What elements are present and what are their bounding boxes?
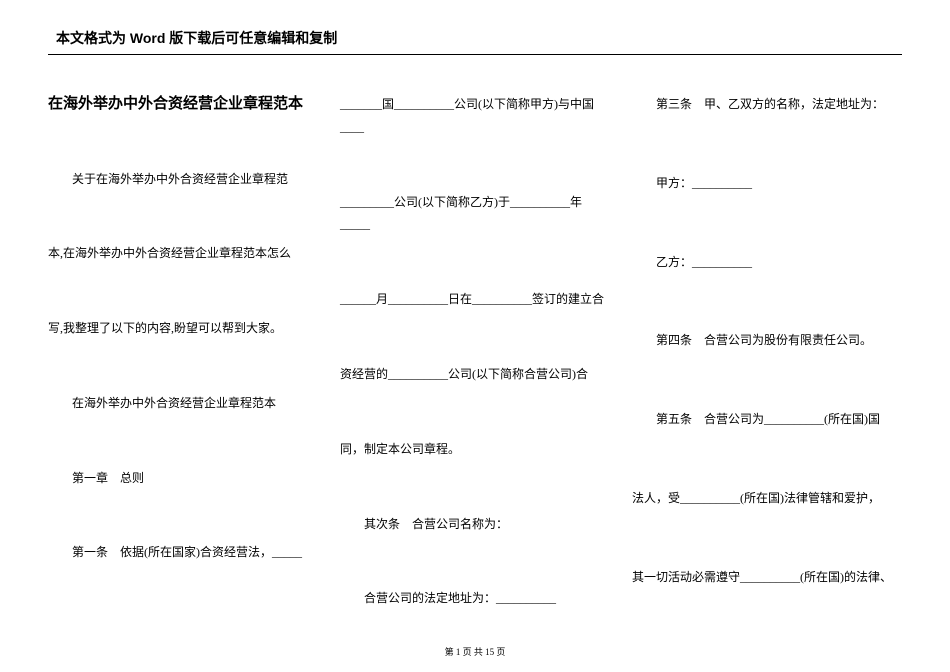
chapter-heading: 第一章 总则: [48, 467, 318, 490]
paragraph: 合营公司的法定地址为：__________: [340, 587, 610, 610]
article-3: 第三条 甲、乙双方的名称，法定地址为：: [632, 93, 902, 116]
paragraph: 关于在海外举办中外合资经营企业章程范: [48, 168, 318, 191]
party-a: 甲方：__________: [632, 172, 902, 195]
paragraph: 写,我整理了以下的内容,盼望可以帮到大家。: [48, 317, 318, 340]
article-4: 第四条 合营公司为股份有限责任公司。: [632, 329, 902, 352]
paragraph: _______国__________公司(以下简称甲方)与中国____: [340, 93, 610, 139]
paragraph: _________公司(以下简称乙方)于__________年_____: [340, 191, 610, 237]
paragraph: ______月__________日在__________签订的建立合: [340, 288, 610, 311]
paragraph: 在海外举办中外合资经营企业章程范本: [48, 392, 318, 415]
document-title: 在海外举办中外合资经营企业章程范本: [48, 93, 318, 116]
paragraph: 本,在海外举办中外合资经营企业章程范本怎么: [48, 242, 318, 265]
party-b: 乙方：__________: [632, 251, 902, 274]
paragraph: 同，制定本公司章程。: [340, 438, 610, 461]
article-1: 第一条 依据(所在国家)合资经营法，_____: [48, 541, 318, 564]
page-header: 本文格式为 Word 版下载后可任意编辑和复制: [48, 28, 902, 55]
document-page: 本文格式为 Word 版下载后可任意编辑和复制 在海外举办中外合资经营企业章程范…: [0, 0, 950, 672]
article-5: 第五条 合营公司为__________(所在国)国: [632, 408, 902, 431]
paragraph: 资经营的__________公司(以下简称合营公司)合: [340, 363, 610, 386]
paragraph: 法人，受__________(所在国)法律管辖和爱护，: [632, 487, 902, 510]
article-2: 其次条 合营公司名称为：: [340, 513, 610, 536]
page-footer: 第 1 页 共 15 页: [0, 645, 950, 658]
column-2: _______国__________公司(以下简称甲方)与中国____ ____…: [340, 93, 610, 662]
paragraph: 其一切活动必需遵守__________(所在国)的法律、: [632, 566, 902, 589]
column-1: 在海外举办中外合资经营企业章程范本 关于在海外举办中外合资经营企业章程范 本,在…: [48, 93, 318, 662]
column-3: 第三条 甲、乙双方的名称，法定地址为： 甲方：__________ 乙方：___…: [632, 93, 902, 662]
text-columns: 在海外举办中外合资经营企业章程范本 关于在海外举办中外合资经营企业章程范 本,在…: [48, 93, 902, 662]
